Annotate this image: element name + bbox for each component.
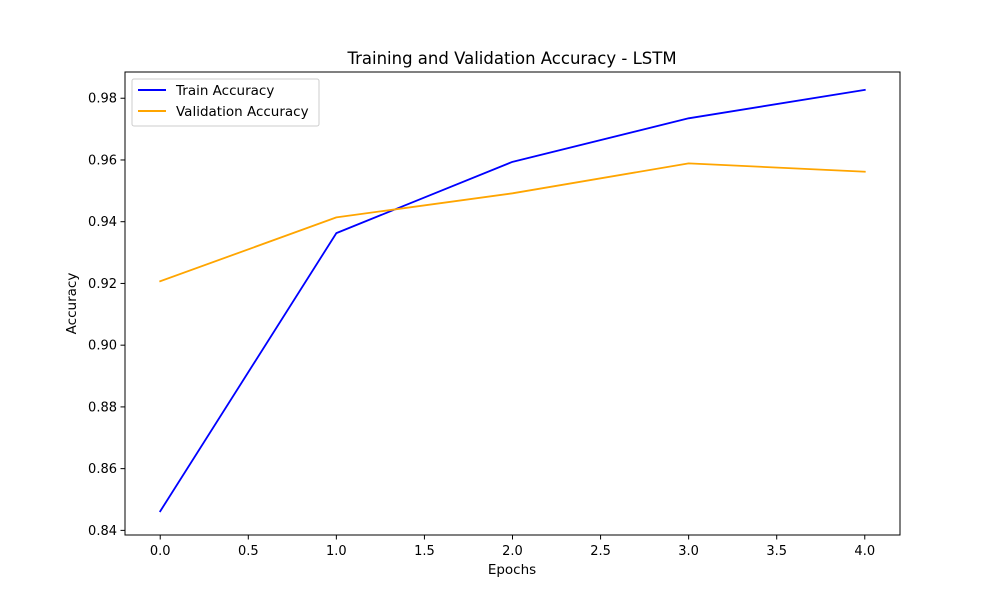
- chart-legend: Train Accuracy Validation Accuracy: [131, 78, 320, 127]
- y-axis-label: Accuracy: [64, 273, 80, 335]
- y-tick-label: 0.98: [88, 92, 117, 107]
- y-tick-label: 0.84: [88, 524, 117, 539]
- legend-box: [131, 78, 320, 127]
- series-line-validation-accuracy: [159, 162, 866, 283]
- x-tick-label: 0.5: [238, 544, 259, 559]
- series-layer: [158, 88, 866, 513]
- x-tick-label: 2.0: [502, 544, 523, 559]
- y-tick-label: 0.92: [88, 277, 117, 292]
- y-tick-label: 0.96: [88, 153, 117, 168]
- x-tick-label: 1.5: [414, 544, 435, 559]
- y-tick-label: 0.86: [88, 462, 117, 477]
- series-line-train-accuracy: [158, 88, 866, 513]
- legend-label-validation-accuracy: Validation Accuracy: [176, 104, 309, 120]
- y-tick-label: 0.88: [88, 400, 117, 415]
- x-tick-label: 1.0: [326, 544, 347, 559]
- y-tick-label: 0.94: [88, 215, 117, 230]
- x-tick-label: 3.0: [678, 544, 699, 559]
- chart-title: Training and Validation Accuracy - LSTM: [346, 49, 676, 68]
- legend-label-train-accuracy: Train Accuracy: [175, 83, 274, 99]
- y-axis-ticks: 0.84 0.86 0.88 0.90 0.92 0.94 0.96 0.98: [88, 92, 125, 539]
- x-tick-label: 3.5: [766, 544, 787, 559]
- x-tick-label: 4.0: [854, 544, 875, 559]
- x-tick-label: 2.5: [590, 544, 611, 559]
- y-tick-label: 0.90: [88, 339, 117, 354]
- x-tick-label: 0.0: [150, 544, 171, 559]
- x-axis-ticks: 0.0 0.5 1.0 1.5 2.0 2.5 3.0 3.5 4.0: [150, 535, 875, 559]
- x-axis-label: Epochs: [488, 562, 536, 578]
